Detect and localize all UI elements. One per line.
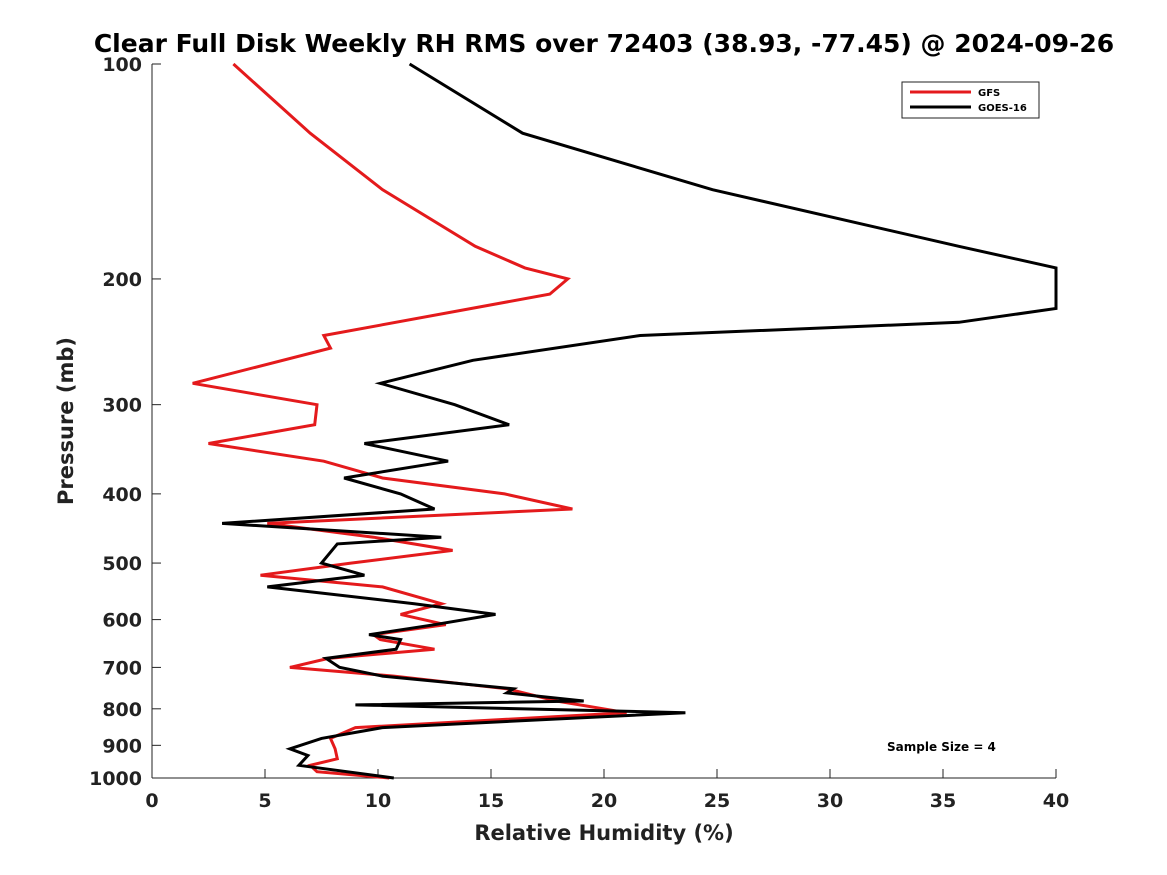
y-tick-label: 600 [102, 610, 142, 632]
series-line-goes-16 [221, 62, 1058, 780]
y-tick-label: 300 [102, 395, 142, 417]
y-tick-label: 500 [102, 553, 142, 575]
x-tick-label: 10 [365, 790, 391, 812]
legend-box [901, 81, 1040, 119]
y-tick-label: 100 [102, 54, 142, 76]
x-tick-label: 15 [478, 790, 504, 812]
x-axis-label: Relative Humidity (%) [474, 821, 733, 845]
x-tick-label: 30 [817, 790, 843, 812]
y-tick-label: 800 [102, 699, 142, 721]
series-layer [192, 62, 1058, 780]
chart-title: Clear Full Disk Weekly RH RMS over 72403… [94, 29, 1114, 58]
axes: 0 5 10 15 20 25 30 35 40 100 200 300 400 500 600 700 800… [89, 54, 1069, 812]
legend-label: GOES-16 [978, 103, 1027, 114]
y-axis-label: Pressure (mb) [54, 337, 78, 505]
x-tick-label: 0 [145, 790, 158, 812]
x-tick-label: 40 [1043, 790, 1069, 812]
legend: GFS GOES-16 [901, 81, 1040, 119]
y-tick-label: 400 [102, 484, 142, 506]
y-tick-label: 700 [102, 657, 142, 679]
x-tick-label: 20 [591, 790, 617, 812]
y-tick-label: 1000 [89, 768, 142, 790]
y-tick-label: 200 [102, 269, 142, 291]
x-tick-label: 25 [704, 790, 730, 812]
x-tick-label: 35 [930, 790, 956, 812]
y-tick-label: 900 [102, 735, 142, 757]
legend-label: GFS [978, 88, 1000, 99]
series-line-gfs [192, 62, 627, 780]
x-tick-label: 5 [258, 790, 271, 812]
sample-size-note: Sample Size = 4 [887, 740, 996, 754]
